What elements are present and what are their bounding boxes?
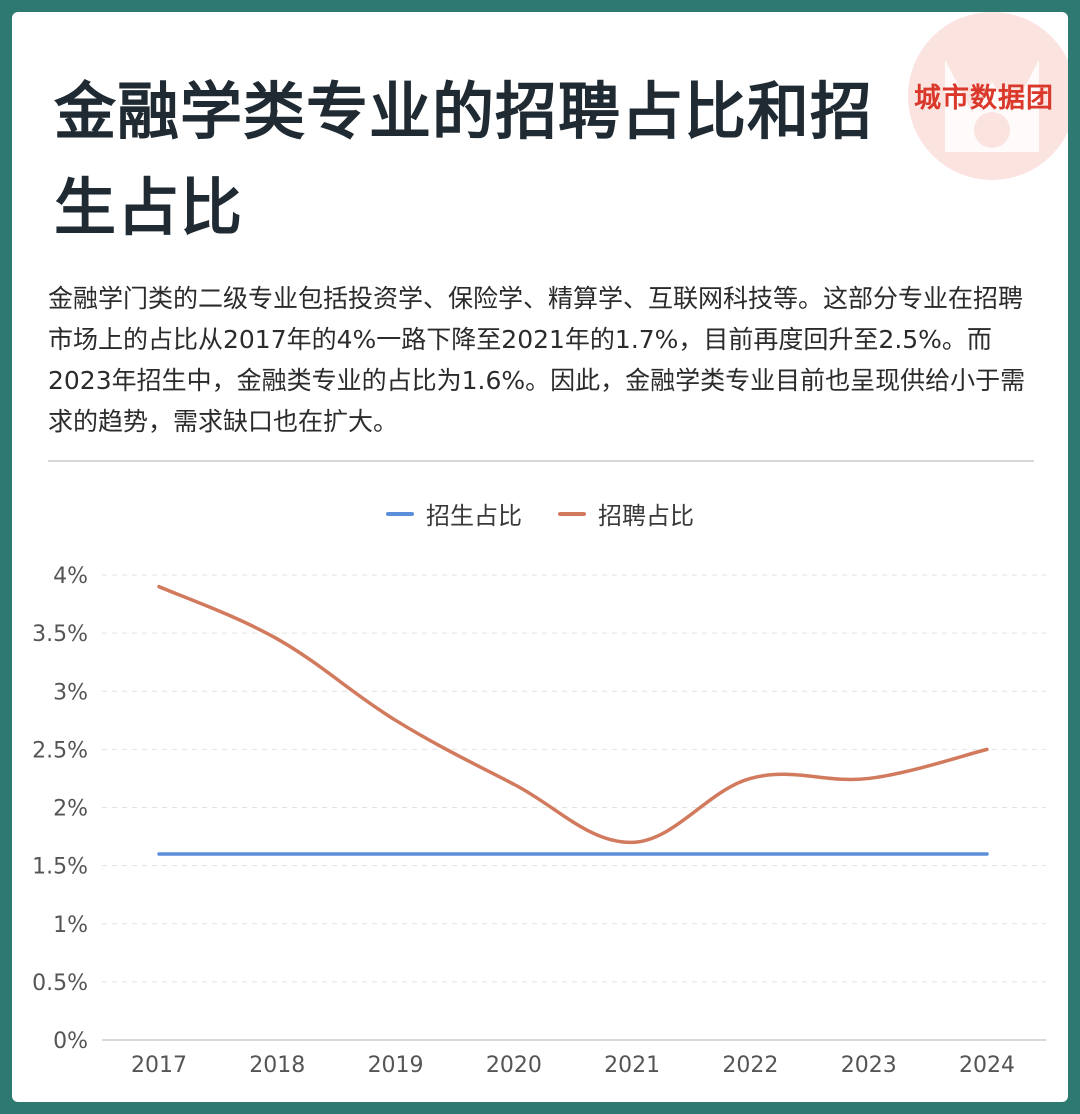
y-tick-label: 3%: [53, 680, 88, 705]
chart-legend: 招生占比 招聘占比: [12, 496, 1068, 531]
legend-label-recruit: 招聘占比: [598, 502, 694, 530]
x-tick-label: 2022: [722, 1053, 778, 1078]
brand-logo-icon: [908, 12, 1068, 180]
legend-label-enroll: 招生占比: [426, 502, 522, 530]
legend-item-enroll[interactable]: 招生占比: [386, 496, 522, 531]
chart-card: 金融学类专业的招聘占比和招生占比 城市数据团 金融学门类的二级专业包括投资学、保…: [12, 12, 1068, 1102]
line-chart: 0% 0.5% 1% 1.5% 2% 2.5% 3% 3.5% 4% 2017 2018 2019 20…: [32, 564, 1046, 1078]
divider: [48, 460, 1034, 462]
y-tick-label: 2%: [53, 797, 88, 822]
y-tick-label: 1%: [53, 913, 88, 938]
y-tick-label: 4%: [53, 564, 88, 589]
y-tick-label: 0%: [53, 1029, 88, 1054]
x-tick-label: 2018: [249, 1053, 305, 1078]
y-tick-label: 2.5%: [32, 738, 88, 763]
legend-swatch-recruit: [558, 511, 586, 516]
x-tick-label: 2024: [959, 1053, 1015, 1078]
y-tick-label: 3.5%: [32, 622, 88, 647]
legend-item-recruit[interactable]: 招聘占比: [558, 496, 694, 531]
x-tick-label: 2017: [131, 1053, 187, 1078]
page-title: 金融学类专业的招聘占比和招生占比: [54, 75, 874, 244]
x-tick-label: 2023: [841, 1053, 897, 1078]
series-line-recruit[interactable]: [157, 584, 989, 845]
legend-swatch-enroll: [386, 511, 414, 516]
y-tick-label: 1.5%: [32, 855, 88, 880]
description-text: 金融学门类的二级专业包括投资学、保险学、精算学、互联网科技等。这部分专业在招聘市…: [48, 284, 1026, 436]
x-tick-label: 2019: [368, 1053, 424, 1078]
brand-name: 城市数据团: [914, 83, 1054, 114]
y-tick-label: 0.5%: [32, 971, 88, 996]
x-tick-label: 2020: [486, 1053, 542, 1078]
x-tick-label: 2021: [604, 1053, 660, 1078]
